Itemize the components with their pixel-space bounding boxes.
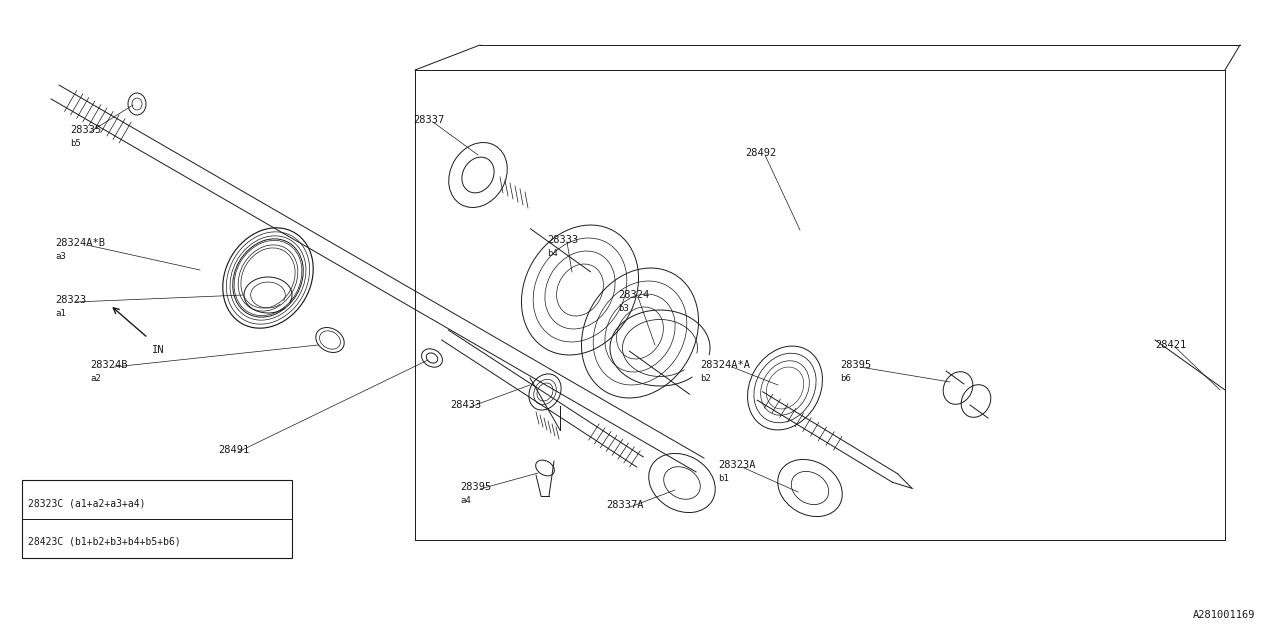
Text: 28433: 28433 [451, 400, 481, 410]
Text: b3: b3 [618, 304, 628, 313]
Text: 28323: 28323 [55, 295, 86, 305]
Text: 28323C (a1+a2+a3+a4): 28323C (a1+a2+a3+a4) [28, 498, 146, 508]
Text: 28324: 28324 [618, 290, 649, 300]
Text: 28421: 28421 [1155, 340, 1187, 350]
Text: 28337: 28337 [413, 115, 444, 125]
Text: a2: a2 [90, 374, 101, 383]
Text: 28323A: 28323A [718, 460, 755, 470]
Text: 28423C (b1+b2+b3+b4+b5+b6): 28423C (b1+b2+b3+b4+b5+b6) [28, 537, 180, 547]
Text: 28333: 28333 [547, 235, 579, 245]
Text: IN: IN [152, 345, 165, 355]
Text: b1: b1 [718, 474, 728, 483]
Text: a3: a3 [55, 252, 65, 261]
Bar [22, 480, 292, 558]
Text: 28324A*B: 28324A*B [55, 238, 105, 248]
Text: b4: b4 [547, 249, 558, 258]
Text: 28337A: 28337A [605, 500, 644, 510]
Text: 28491: 28491 [218, 445, 250, 455]
Text: 28395: 28395 [460, 482, 492, 492]
Text: 28335: 28335 [70, 125, 101, 135]
Text: 28492: 28492 [745, 148, 776, 158]
Text: 28324B: 28324B [90, 360, 128, 370]
Text: a4: a4 [460, 496, 471, 505]
Text: b2: b2 [700, 374, 710, 383]
Text: a1: a1 [55, 309, 65, 318]
Text: 28395: 28395 [840, 360, 872, 370]
Text: b5: b5 [70, 139, 81, 148]
Text: b6: b6 [840, 374, 851, 383]
Text: A281001169: A281001169 [1193, 610, 1254, 620]
Text: 28324A*A: 28324A*A [700, 360, 750, 370]
